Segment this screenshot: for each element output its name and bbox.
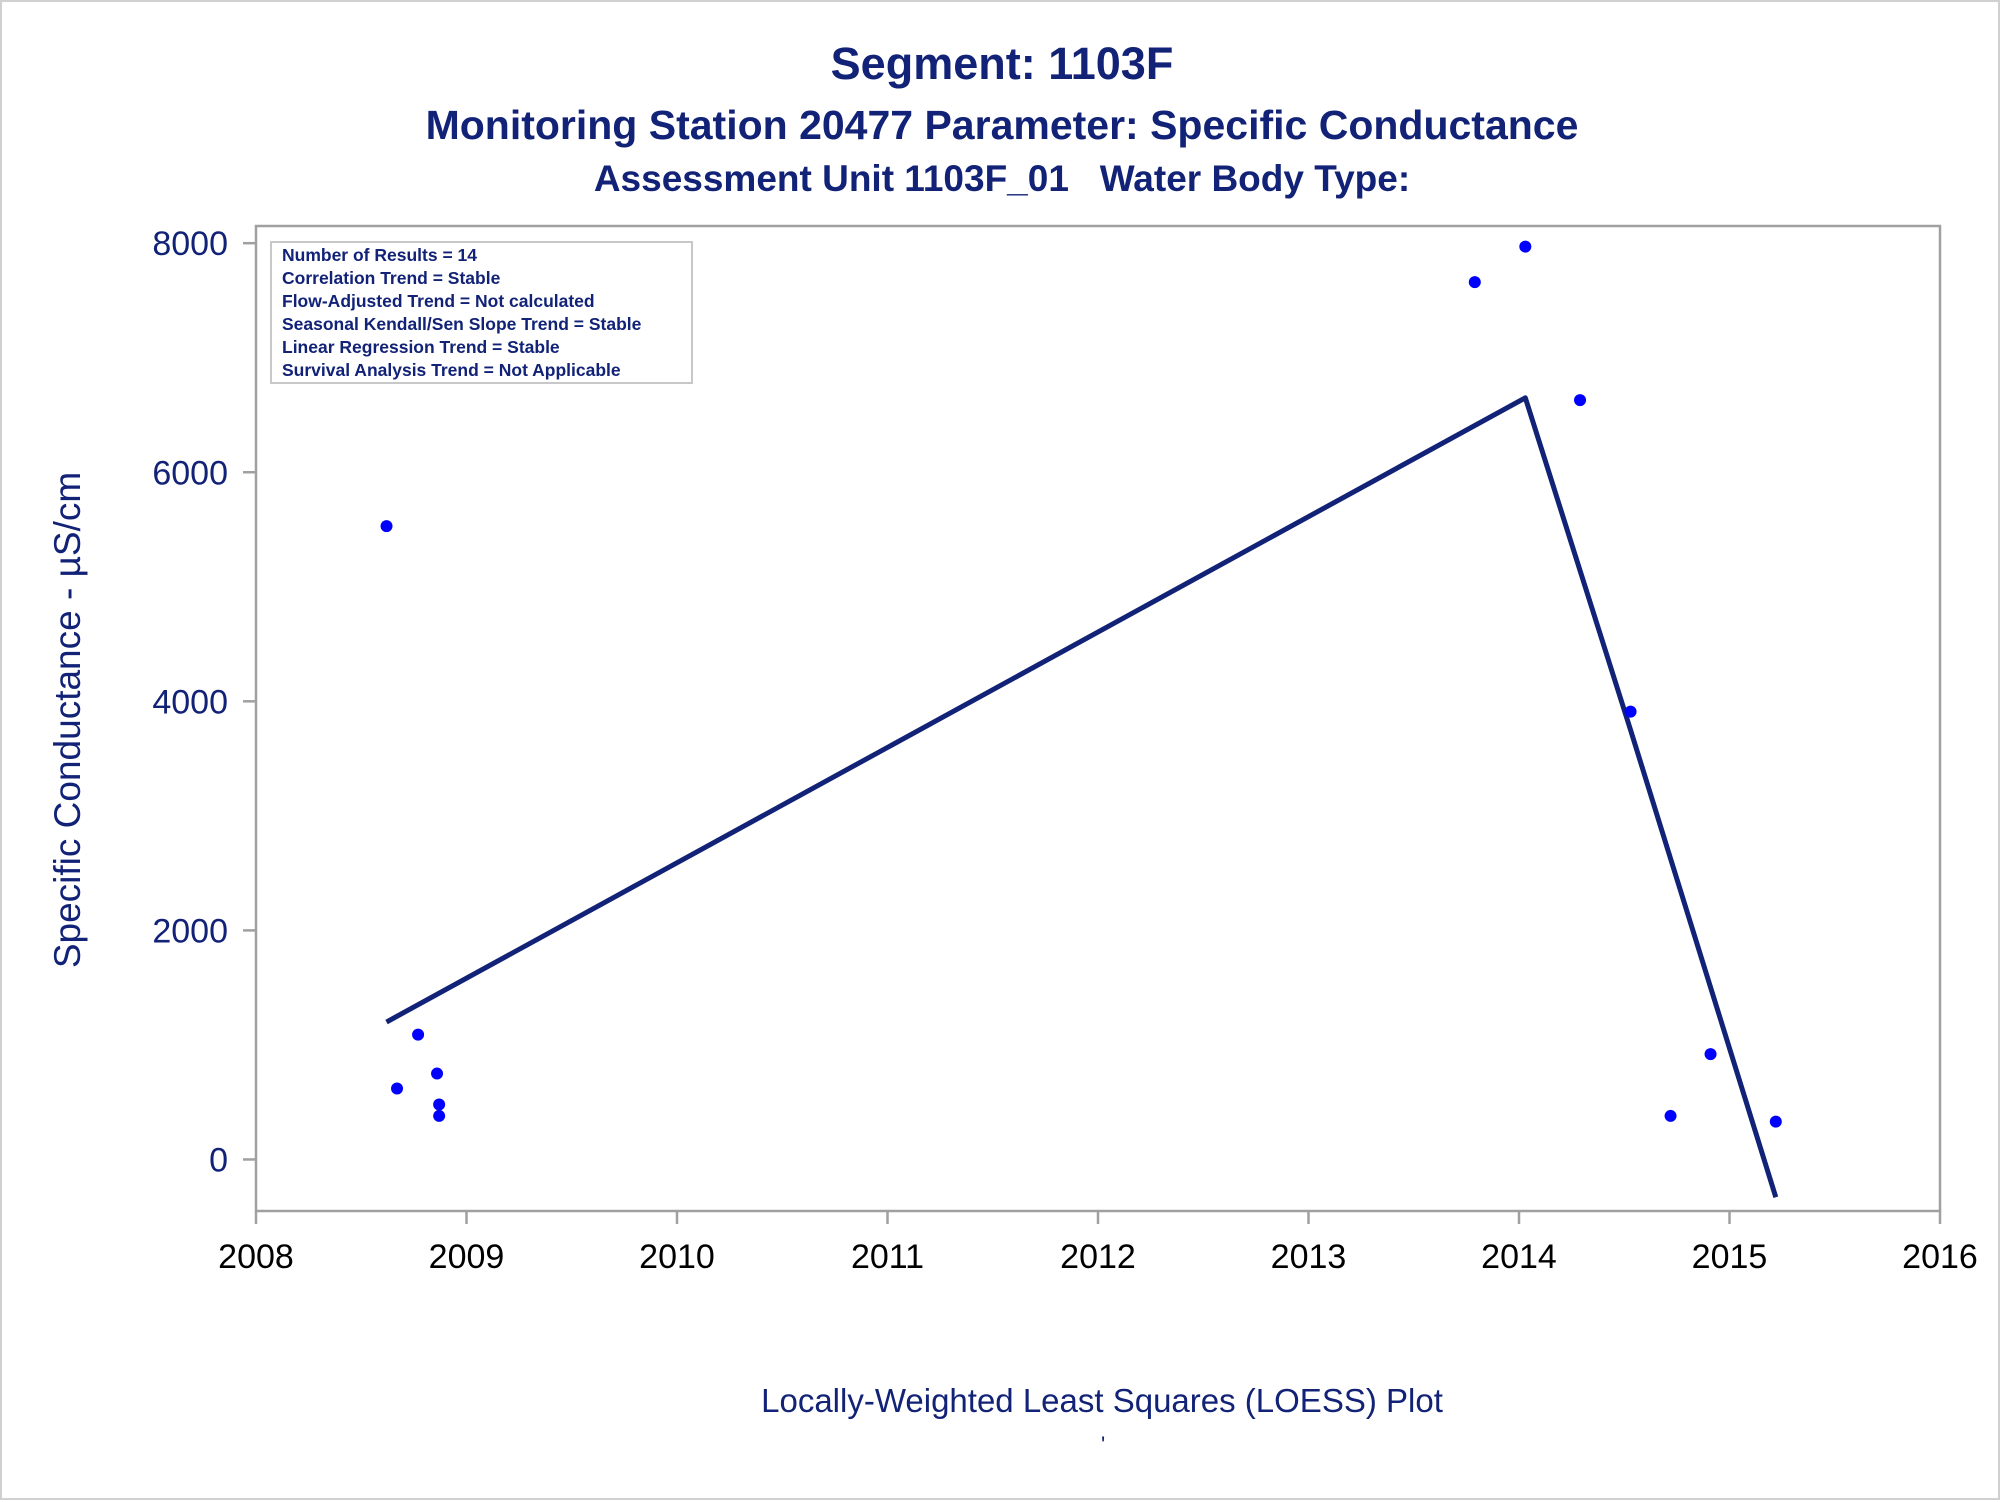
- chart-subtitle-2: Assessment Unit 1103F_01 Water Body Type…: [593, 158, 1411, 199]
- x-axis: 2008 2009 2010 2011 2012 2013 2014 2015 2016: [218, 1211, 1978, 1276]
- x-tick-label: 2014: [1481, 1238, 1557, 1276]
- data-point: [1624, 705, 1637, 718]
- data-point: [433, 1098, 446, 1111]
- data-point: [1468, 276, 1481, 289]
- annotation-line: Linear Regression Trend = Stable: [282, 337, 560, 357]
- data-point: [1769, 1115, 1782, 1128]
- annotation-line: Correlation Trend = Stable: [282, 268, 501, 288]
- x-tick-label: 2011: [851, 1238, 924, 1276]
- annotation-line: Survival Analysis Trend = Not Applicable: [282, 360, 621, 380]
- y-axis-label: Specific Conductance - µS/cm: [47, 472, 88, 968]
- data-point: [1574, 394, 1587, 407]
- y-tick-label: 8000: [152, 225, 228, 263]
- data-point: [433, 1109, 446, 1122]
- y-tick-label: 0: [209, 1141, 228, 1179]
- y-tick-label: 2000: [152, 912, 228, 950]
- x-tick-label: 2009: [429, 1238, 505, 1276]
- data-marks: [380, 240, 1782, 1198]
- annotation-box: Number of Results = 14 Correlation Trend…: [270, 241, 693, 384]
- annotation-box-frame: [270, 241, 693, 384]
- annotation-line: Number of Results = 14: [282, 245, 477, 265]
- x-tick-label: 2015: [1692, 1238, 1768, 1276]
- x-tick-label: 2016: [1902, 1238, 1978, 1276]
- data-point: [412, 1028, 425, 1041]
- x-tick-label: 2013: [1271, 1238, 1347, 1276]
- x-tick-label: 2008: [218, 1238, 294, 1276]
- data-point: [1664, 1109, 1677, 1122]
- chart-title: Segment: 1103F: [830, 38, 1174, 89]
- x-tick-label: 2010: [639, 1238, 715, 1276]
- data-point: [1519, 240, 1532, 253]
- x-axis-caption: Locally-Weighted Least Squares (LOESS) P…: [761, 1382, 1443, 1419]
- data-point: [1704, 1048, 1717, 1061]
- annotation-line: Seasonal Kendall/Sen Slope Trend = Stabl…: [282, 314, 642, 334]
- y-tick-label: 4000: [152, 683, 228, 721]
- footer-mark: ': [1101, 1432, 1106, 1457]
- data-point: [431, 1067, 444, 1080]
- x-tick-label: 2012: [1060, 1238, 1136, 1276]
- y-tick-label: 6000: [152, 454, 228, 492]
- y-axis: 0 2000 4000 6000 8000: [152, 225, 256, 1179]
- chart-subtitle: Monitoring Station 20477 Parameter: Spec…: [425, 102, 1579, 148]
- data-point: [391, 1082, 404, 1095]
- data-point: [380, 520, 393, 533]
- annotation-line: Flow-Adjusted Trend = Not calculated: [282, 291, 595, 311]
- loess-line: [385, 395, 1779, 1198]
